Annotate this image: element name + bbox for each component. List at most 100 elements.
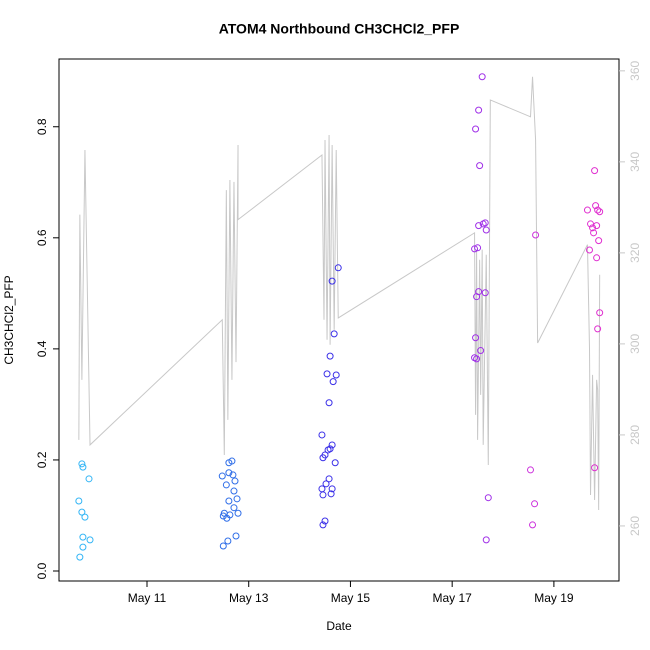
point	[585, 246, 593, 254]
point	[319, 521, 327, 529]
point	[328, 277, 336, 285]
point	[591, 167, 599, 175]
point	[478, 73, 486, 81]
point	[318, 431, 326, 439]
point	[223, 514, 231, 522]
point	[225, 469, 233, 477]
y2-tick-label: 360	[628, 61, 642, 81]
point	[477, 347, 485, 355]
point	[322, 480, 330, 488]
point	[596, 208, 604, 216]
point	[76, 553, 84, 561]
point	[476, 162, 484, 170]
point	[482, 536, 490, 544]
point	[332, 371, 340, 379]
point	[231, 477, 239, 485]
point	[224, 537, 232, 545]
point	[78, 508, 86, 516]
point	[218, 472, 226, 480]
point	[594, 325, 602, 333]
point	[230, 504, 238, 512]
y-tick-label: 0.4	[35, 340, 49, 357]
point	[328, 485, 336, 493]
plot-box	[58, 58, 620, 582]
point	[532, 231, 540, 239]
y-tick-label: 0.6	[35, 229, 49, 246]
y2-tick-label: 260	[628, 516, 642, 536]
y-tick-label: 0.2	[35, 451, 49, 468]
point	[481, 289, 489, 297]
y2-tick-label: 340	[628, 152, 642, 172]
y2-tick-label: 320	[628, 243, 642, 263]
point	[326, 352, 334, 360]
point	[472, 125, 480, 133]
point	[232, 532, 240, 540]
x-tick-label: May 15	[331, 591, 371, 605]
point	[323, 370, 331, 378]
point	[222, 481, 230, 489]
point	[325, 475, 333, 483]
point	[587, 220, 595, 228]
point	[589, 224, 597, 232]
point	[595, 237, 603, 245]
point	[596, 309, 604, 317]
point	[234, 509, 242, 517]
point	[328, 441, 336, 449]
point	[75, 497, 83, 505]
point	[324, 446, 332, 454]
point	[592, 202, 600, 210]
x-tick-label: May 13	[229, 591, 269, 605]
point	[472, 334, 480, 342]
y-axis-label: CH3CHCl2_PFP	[2, 275, 16, 364]
point	[475, 106, 483, 114]
point	[593, 254, 601, 262]
point	[325, 399, 333, 407]
point	[219, 512, 227, 520]
point	[219, 542, 227, 550]
x-tick-label: May 17	[432, 591, 472, 605]
point	[583, 206, 591, 214]
point	[233, 495, 241, 503]
point	[329, 378, 337, 386]
x-tick-label: May 19	[534, 591, 574, 605]
point	[484, 494, 492, 502]
point	[473, 293, 481, 301]
x-tick-label: May 11	[128, 591, 167, 605]
point	[85, 475, 93, 483]
y2-tick-label: 300	[628, 334, 642, 354]
point	[526, 466, 534, 474]
point	[225, 497, 233, 505]
point	[475, 222, 483, 230]
point	[334, 264, 342, 272]
point	[591, 464, 599, 472]
point	[79, 543, 87, 551]
point	[79, 463, 87, 471]
point	[86, 536, 94, 544]
point	[78, 460, 86, 468]
point	[330, 330, 338, 338]
point	[225, 459, 233, 467]
point	[319, 454, 327, 462]
point	[594, 206, 602, 214]
point	[473, 355, 481, 363]
point	[531, 500, 539, 508]
point	[593, 222, 601, 230]
point	[321, 517, 329, 525]
point	[81, 513, 89, 521]
point	[471, 245, 479, 253]
y-tick-label: 0.0	[35, 562, 49, 579]
y-tick-label: 0.8	[35, 118, 49, 135]
point	[529, 521, 537, 529]
point	[79, 533, 87, 541]
point	[482, 226, 490, 234]
x-axis-label: Date	[326, 619, 352, 633]
point	[229, 471, 237, 479]
point	[327, 490, 335, 498]
chart-title: ATOM4 Northbound CH3CHCl2_PFP	[219, 21, 460, 37]
point	[319, 491, 327, 499]
y2-tick-label: 280	[628, 425, 642, 445]
point	[590, 229, 598, 237]
